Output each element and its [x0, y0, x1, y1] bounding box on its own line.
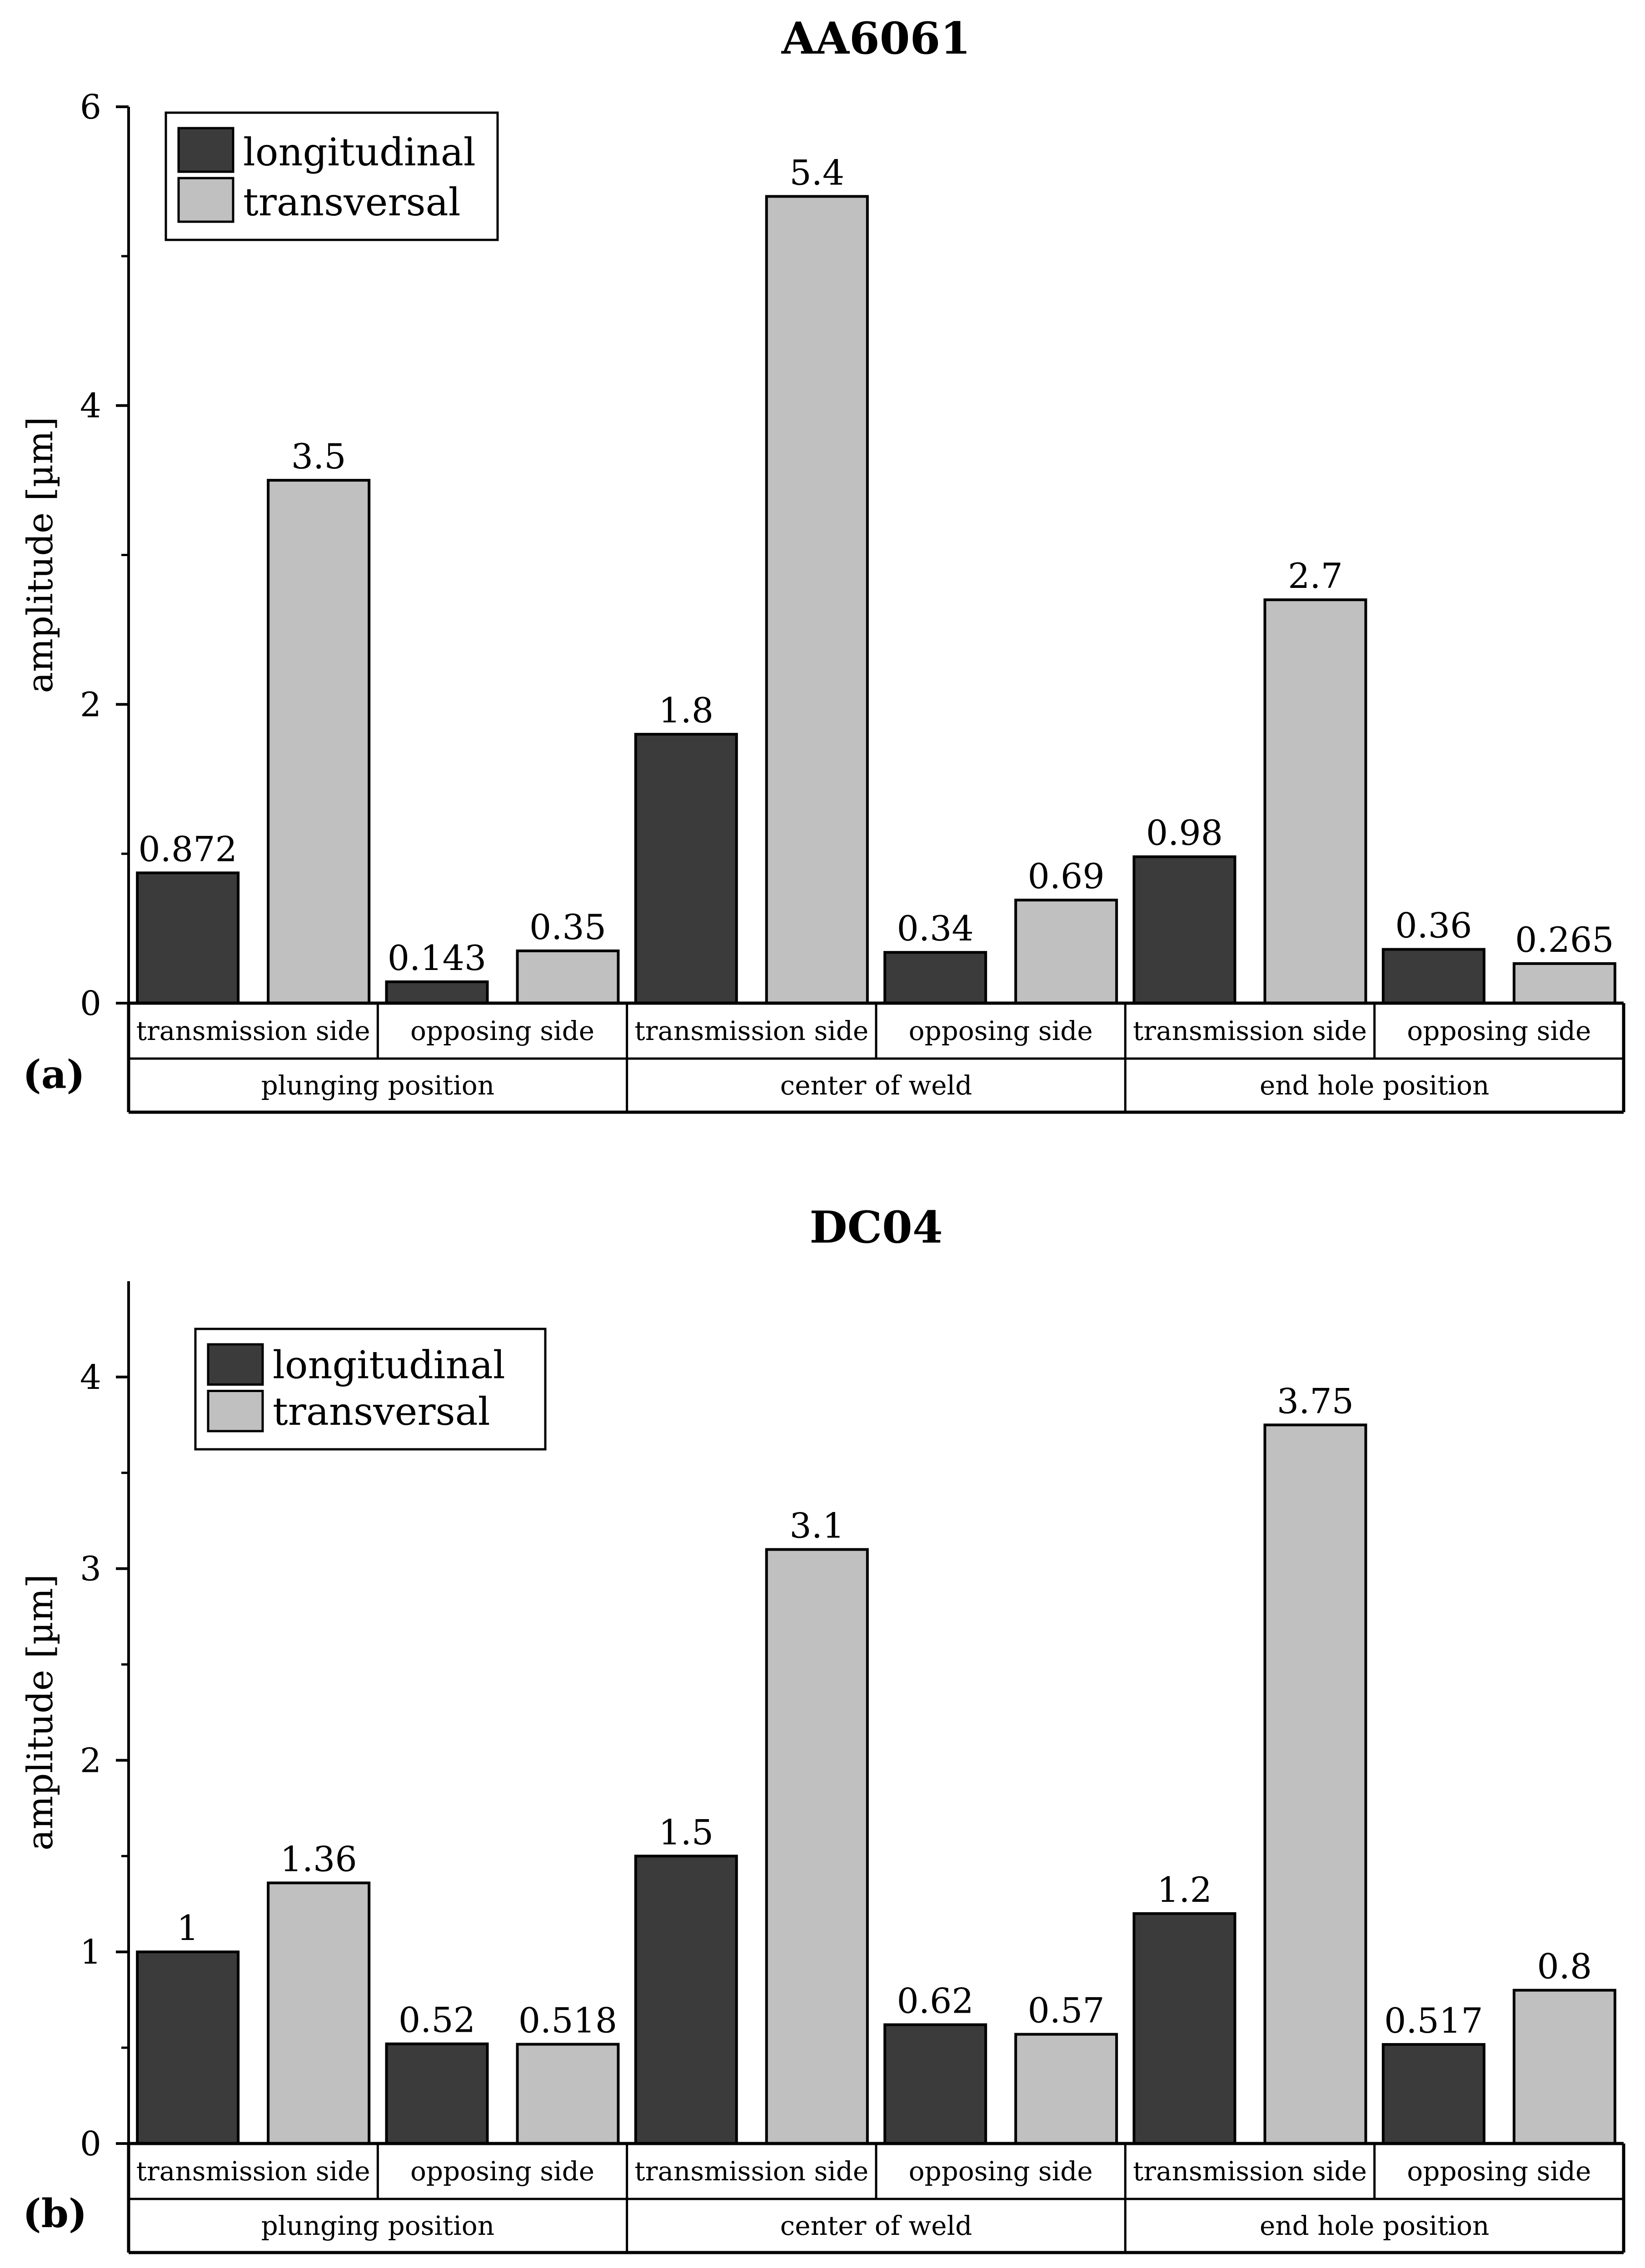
- data-label: 0.35: [529, 907, 606, 947]
- bar-longitudinal: [136, 1950, 240, 2145]
- panel-label: (a): [23, 1052, 85, 1098]
- data-label: 0.143: [388, 938, 487, 978]
- data-label: 1.5: [658, 1812, 713, 1852]
- category-label: opposing side: [909, 2156, 1093, 2187]
- bar-longitudinal: [883, 2023, 987, 2145]
- y-tick-label: 3: [80, 1550, 101, 1589]
- bar-transversal: [1512, 1989, 1616, 2145]
- bar-longitudinal: [1132, 1912, 1236, 2145]
- bar-longitudinal: [385, 2042, 489, 2145]
- data-label: 1.2: [1157, 1870, 1212, 1910]
- legend-label: longitudinal: [273, 1343, 505, 1388]
- y-tick-label: 0: [80, 2124, 101, 2164]
- category-label: transmission side: [634, 2156, 868, 2187]
- data-label: 1: [177, 1908, 199, 1948]
- legend-swatch-transversal: [177, 177, 234, 223]
- legend-swatch-longitudinal: [207, 1343, 264, 1386]
- data-label: 0.36: [1395, 905, 1472, 946]
- y-tick-label: 2: [80, 1741, 101, 1780]
- data-label: 0.517: [1384, 2000, 1483, 2041]
- group-label: center of weld: [780, 1070, 972, 1101]
- bar-transversal: [516, 2043, 620, 2145]
- data-label: 0.8: [1537, 1946, 1592, 1987]
- y-tick-label: 0: [80, 984, 101, 1023]
- legend-swatch-transversal: [207, 1390, 264, 1432]
- y-tick-label: 1: [80, 1933, 101, 1972]
- bar-transversal: [1263, 1423, 1367, 2145]
- y-tick-label: 4: [80, 387, 101, 426]
- bar-transversal: [516, 949, 620, 1005]
- data-label: 3.75: [1277, 1381, 1354, 1421]
- bar-transversal: [1014, 2033, 1118, 2145]
- bar-longitudinal: [136, 871, 240, 1005]
- group-label: end hole position: [1260, 1070, 1489, 1101]
- data-label: 1.36: [280, 1839, 357, 1879]
- chart-panel-b: DC04 0 1 2 3 4 amplitude [µm] 1 1.36 0.52 0.518 1.5…: [20, 1202, 1625, 2254]
- category-label: transmission side: [136, 1015, 370, 1046]
- category-label: opposing side: [1407, 1015, 1591, 1046]
- category-label: transmission side: [1133, 2156, 1367, 2187]
- group-label: center of weld: [780, 2210, 972, 2241]
- legend-label: transversal: [273, 1389, 490, 1434]
- group-label: end hole position: [1260, 2210, 1489, 2241]
- y-axis-label: amplitude [µm]: [20, 417, 61, 693]
- y-axis-label: amplitude [µm]: [20, 1574, 61, 1850]
- bar-transversal: [267, 1881, 371, 2145]
- bar-longitudinal: [634, 733, 738, 1005]
- legend-label: transversal: [243, 180, 461, 224]
- bar-longitudinal: [883, 951, 987, 1005]
- data-label: 0.57: [1028, 1990, 1105, 2031]
- bar-longitudinal: [1381, 2043, 1485, 2145]
- legend-label: longitudinal: [243, 130, 476, 174]
- data-label: 0.52: [399, 2000, 475, 2040]
- bar-longitudinal: [1132, 855, 1236, 1005]
- y-tick-label: 6: [80, 88, 101, 127]
- chart-panel-a: AA6061 0 2 4 6 amplitude [µm] 0.872 3.5 0.143 0.3…: [20, 13, 1625, 1114]
- bar-transversal: [267, 479, 371, 1005]
- data-label: 0.62: [897, 1980, 974, 2021]
- category-label: transmission side: [634, 1015, 868, 1046]
- data-label: 0.34: [897, 908, 974, 949]
- data-label: 0.872: [138, 829, 237, 869]
- data-label: 0.265: [1515, 920, 1614, 960]
- data-label: 0.518: [518, 2000, 618, 2041]
- bar-transversal: [765, 1548, 869, 2145]
- data-label: 3.1: [789, 1505, 844, 1546]
- bar-longitudinal: [1381, 948, 1485, 1005]
- chart-title: DC04: [809, 1202, 942, 1253]
- y-tick-label: 4: [80, 1358, 101, 1397]
- panel-label: (b): [23, 2191, 87, 2237]
- data-label: 0.98: [1146, 813, 1223, 853]
- bar-transversal: [1512, 962, 1616, 1005]
- bar-longitudinal: [385, 980, 489, 1005]
- y-tick-label: 2: [80, 685, 101, 724]
- group-label: plunging position: [261, 2210, 494, 2241]
- category-label: opposing side: [410, 1015, 594, 1046]
- category-label: opposing side: [909, 1015, 1093, 1046]
- bar-transversal: [1263, 598, 1367, 1005]
- category-label: transmission side: [1133, 1015, 1367, 1046]
- data-label: 3.5: [291, 436, 346, 477]
- group-label: plunging position: [261, 1070, 494, 1101]
- bar-transversal: [1014, 899, 1118, 1005]
- chart-title: AA6061: [781, 13, 971, 64]
- data-label: 2.7: [1288, 556, 1343, 596]
- category-label: opposing side: [1407, 2156, 1591, 2187]
- bar-longitudinal: [634, 1855, 738, 2145]
- category-label: opposing side: [410, 2156, 594, 2187]
- bar-transversal: [765, 195, 869, 1005]
- category-label: transmission side: [136, 2156, 370, 2187]
- data-label: 0.69: [1028, 856, 1105, 896]
- data-label: 5.4: [789, 152, 844, 193]
- legend-swatch-longitudinal: [177, 127, 234, 173]
- data-label: 1.8: [658, 690, 713, 731]
